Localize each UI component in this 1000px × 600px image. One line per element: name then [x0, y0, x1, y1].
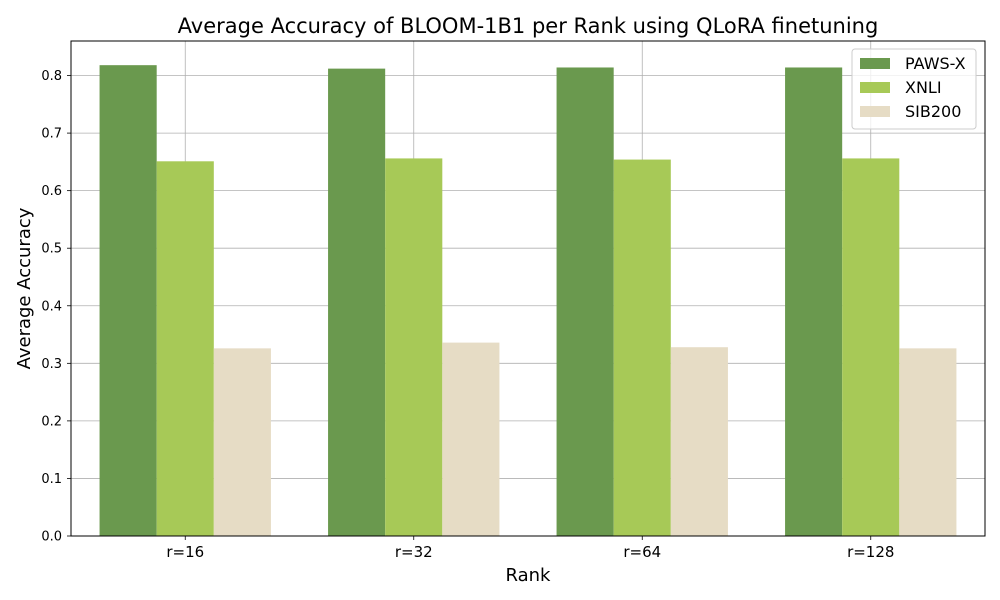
legend-label: XNLI: [905, 78, 942, 97]
x-tick-label: r=128: [847, 543, 894, 561]
legend-swatch: [860, 58, 890, 69]
x-tick-label: r=16: [166, 543, 204, 561]
bar-sib200: [442, 342, 500, 536]
bar-paws-x: [556, 67, 614, 536]
chart-title: Average Accuracy of BLOOM-1B1 per Rank u…: [178, 14, 879, 38]
bar-xnli: [613, 159, 671, 536]
bars-group: [99, 65, 957, 537]
bar-xnli: [842, 158, 900, 536]
plot-frame: [70, 40, 986, 537]
bar-sib200: [670, 347, 728, 536]
y-axis-title: Average Accuracy: [14, 207, 35, 369]
bar-paws-x: [328, 68, 386, 537]
legend-swatch: [860, 82, 890, 93]
y-tick-label: 0.8: [41, 69, 62, 84]
bar-paws-x: [785, 67, 843, 536]
y-tick-label: 0.6: [41, 184, 62, 199]
x-axis: r=16 r=32 r=64 r=128: [166, 536, 894, 561]
x-tick-label: r=64: [623, 543, 661, 561]
bar-sib200: [899, 348, 957, 536]
legend-label: SIB200: [905, 102, 961, 121]
bar-xnli: [156, 161, 214, 536]
x-tick-label: r=32: [395, 543, 433, 561]
y-axis: 0.0 0.1 0.2 0.3 0.4 0.5 0.6 0.7 0.8: [41, 69, 71, 545]
legend-label: PAWS-X: [905, 54, 966, 73]
legend-swatch: [860, 106, 890, 117]
y-tick-label: 0.5: [41, 242, 62, 257]
y-tick-label: 0.7: [41, 127, 62, 142]
y-tick-label: 0.0: [41, 530, 62, 545]
legend: PAWS-X XNLI SIB200: [851, 48, 977, 130]
y-tick-label: 0.1: [41, 472, 62, 487]
bar-paws-x: [99, 65, 157, 537]
bar-sib200: [213, 348, 271, 536]
bar-xnli: [385, 158, 443, 536]
y-tick-label: 0.2: [41, 414, 62, 429]
x-axis-title: Rank: [506, 565, 552, 586]
y-tick-label: 0.3: [41, 357, 62, 372]
y-tick-label: 0.4: [41, 299, 62, 314]
